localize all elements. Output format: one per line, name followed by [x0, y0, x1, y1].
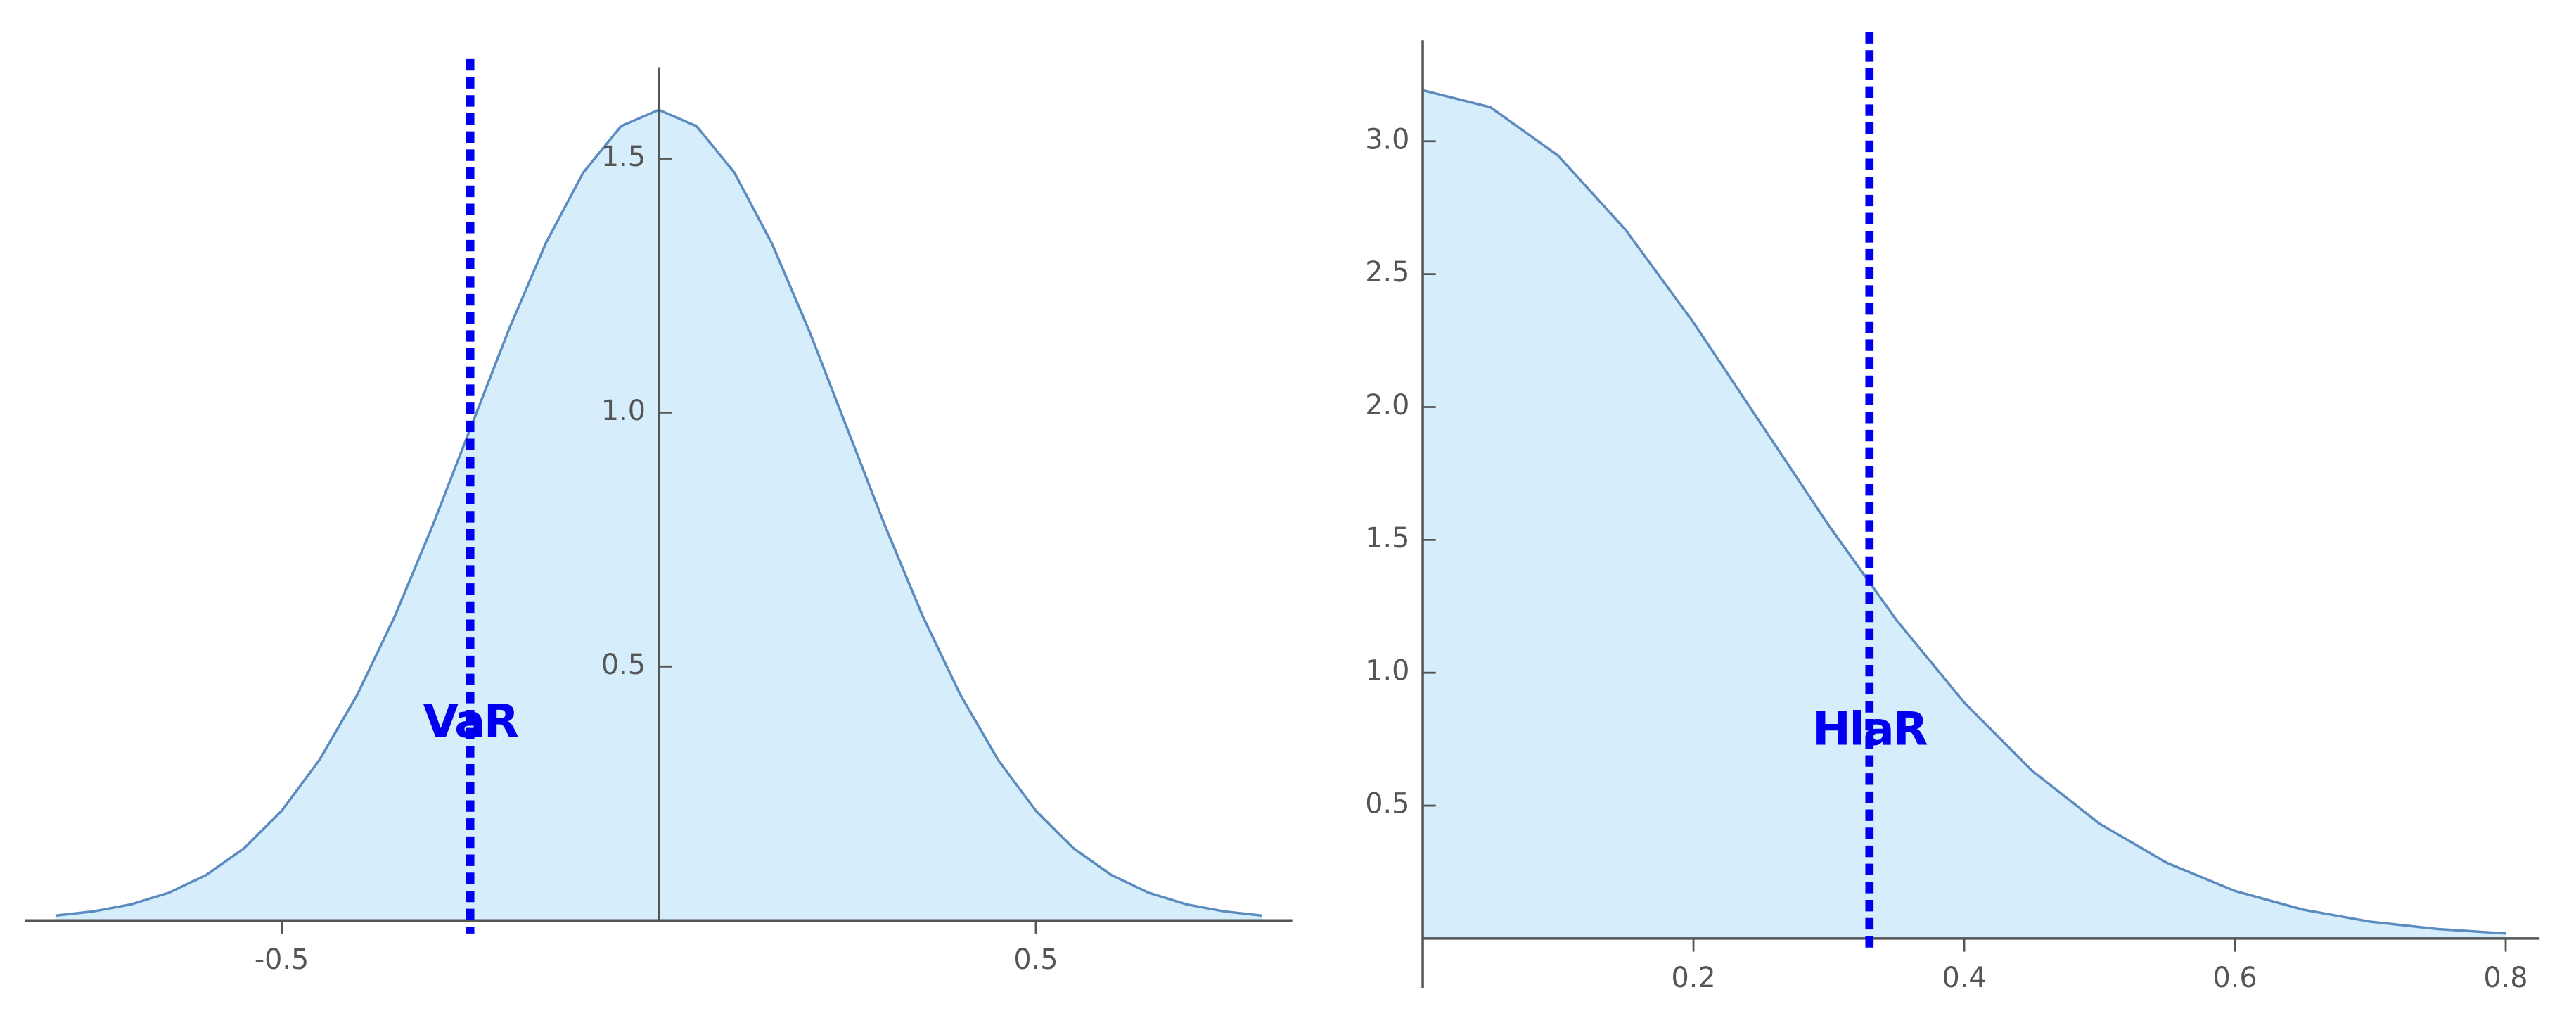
y-tick-label: 0.5: [601, 649, 646, 681]
y-tick-label: 3.0: [1365, 123, 1409, 155]
x-tick-label: 0.2: [1671, 962, 1715, 994]
y-tick-label: 1.5: [1365, 522, 1409, 554]
y-tick-label: 0.5: [1365, 788, 1409, 820]
area-fill: [1423, 90, 2506, 939]
var-label: VaR: [423, 694, 519, 748]
y-tick-label: 1.0: [601, 395, 646, 427]
x-tick-label: 0.8: [2483, 962, 2527, 994]
y-tick-label: 1.0: [1365, 655, 1409, 687]
x-tick-label: 0.4: [1942, 962, 1986, 994]
x-tick-label: 0.5: [1013, 943, 1058, 976]
x-tick-label: -0.5: [255, 943, 309, 976]
y-tick-label: 1.5: [601, 141, 646, 173]
var-label: HlaR: [1812, 702, 1928, 756]
y-tick-label: 2.5: [1365, 256, 1409, 288]
density-line: [1422, 89, 2506, 935]
y-tick-label: 2.0: [1365, 389, 1409, 421]
x-tick-label: 0.6: [2212, 962, 2257, 994]
